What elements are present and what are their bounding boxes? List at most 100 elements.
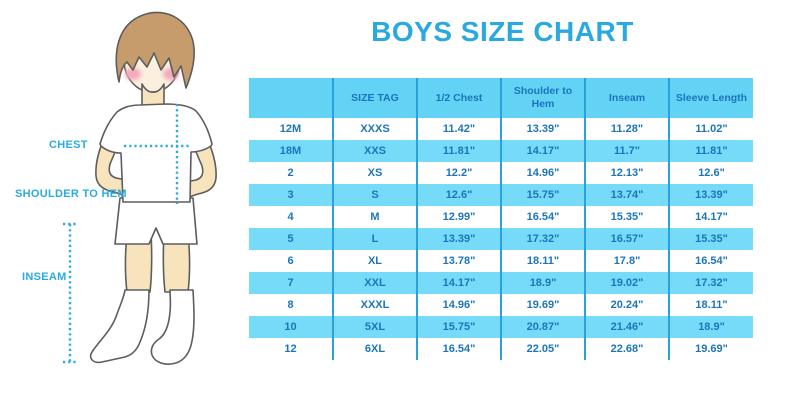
age-cell: 8 (287, 299, 294, 311)
col-header-sleeve-length: Sleeve Length (668, 78, 753, 118)
table-row: 6 XL 13.78" 18.11" 17.8" 16.54" (249, 250, 753, 272)
shoulder-hem-cell: 22.05" (500, 338, 585, 360)
page-title: BOYS SIZE CHART (371, 16, 634, 47)
table-row: 12 6XL 16.54" 22.05" 22.68" 19.69" (249, 338, 753, 360)
half-chest-cell: 13.39" (416, 228, 501, 250)
inseam-cell: 22.68" (584, 338, 669, 360)
size-tag-cell: XXXS (332, 118, 417, 140)
shoulder-hem-cell: 18.11" (500, 250, 585, 272)
age-cell: 5 (249, 228, 333, 250)
table-row: 7 XXL 14.17" 18.9" 19.02" 17.32" (249, 272, 753, 294)
sleeve-length-cell: 13.39" (668, 184, 753, 206)
col-header-half-chest: 1/2 Chest (416, 78, 501, 118)
size-tag-cell: 5XL (332, 316, 417, 338)
shoulder-hem-cell: 18.9" (500, 272, 585, 294)
col-header-size-tag: SIZE TAG (332, 78, 417, 118)
sleeve-length-cell: 18.9" (668, 316, 753, 338)
half-chest-cell: 12.6" (416, 184, 501, 206)
size-tag-cell: XL (332, 250, 417, 272)
age-cell: 18M (249, 140, 333, 162)
t-shirt (99, 103, 213, 203)
half-chest-cell: 14.96" (416, 294, 501, 316)
inseam-cell: 11.7" (584, 140, 669, 162)
size-tag-cell: L (332, 228, 417, 250)
inseam-cell: 21.46" (584, 316, 669, 338)
sleeve-length-cell: 15.35" (668, 228, 753, 250)
sleeve-length-cell: 19.69" (668, 338, 753, 360)
size-tag-cell: XXL (332, 272, 417, 294)
table-row: 18M XXS 11.81" 14.17" 11.7" 11.81" (249, 140, 753, 162)
col-header-shoulder-hem: Shoulder to Hem (500, 78, 585, 118)
col-header-age (249, 78, 333, 118)
table-row: 4 M 12.99" 16.54" 15.35" 14.17" (249, 206, 753, 228)
size-tag-cell: XS (332, 162, 417, 184)
inseam-cell: 12.13" (584, 162, 669, 184)
half-chest-cell: 11.42" (416, 118, 501, 140)
left-sock (89, 289, 150, 364)
size-tag-cell: XXS (332, 140, 417, 162)
shoulder-to-hem-label: SHOULDER TO HEM (15, 188, 127, 200)
shoulder-hem-cell: 14.17" (500, 140, 585, 162)
shoulder-hem-cell: 14.96" (500, 162, 585, 184)
boy-illustration (63, 11, 217, 365)
shoulder-hem-cell: 15.75" (500, 184, 585, 206)
inseam-cell: 19.02" (584, 272, 669, 294)
inseam-cell: 11.28" (584, 118, 669, 140)
inseam-label: INSEAM (22, 271, 67, 283)
age-cell: 4 (287, 211, 294, 223)
sleeve-length-cell: 14.17" (668, 206, 753, 228)
inseam-cell: 20.24" (584, 294, 669, 316)
sleeve-length-cell: 17.32" (668, 272, 753, 294)
age-cell: 7 (249, 272, 333, 294)
size-table-body: 12M XXXS 11.42" 13.39" 11.28" 11.02" 18M… (249, 118, 753, 360)
shoulder-hem-cell: 13.39" (500, 118, 585, 140)
size-tag-cell: 6XL (332, 338, 417, 360)
sleeve-length-cell: 11.02" (668, 118, 753, 140)
sleeve-length-cell: 16.54" (668, 250, 753, 272)
header-row: SIZE TAG 1/2 Chest Shoulder to Hem Insea… (249, 78, 753, 118)
sleeve-length-cell: 12.6" (668, 162, 753, 184)
inseam-cell: 16.57" (584, 228, 669, 250)
age-cell: 12M (279, 123, 302, 135)
half-chest-cell: 15.75" (416, 316, 501, 338)
inseam-cell: 13.74" (584, 184, 669, 206)
right-sock (150, 289, 195, 365)
half-chest-cell: 16.54" (416, 338, 501, 360)
shoulder-hem-cell: 16.54" (500, 206, 585, 228)
half-chest-cell: 12.99" (416, 206, 501, 228)
boy-head (115, 11, 195, 109)
chest-label: CHEST (49, 139, 88, 151)
inseam-cell: 15.35" (584, 206, 669, 228)
age-cell: 3 (249, 184, 333, 206)
age-cell: 12 (284, 343, 297, 355)
table-row: 10 5XL 15.75" 20.87" 21.46" 18.9" (249, 316, 753, 338)
sleeve-length-cell: 11.81" (668, 140, 753, 162)
shoulder-hem-cell: 20.87" (500, 316, 585, 338)
age-cell: 6 (287, 255, 294, 267)
blush-left (125, 68, 141, 80)
col-header-inseam: Inseam (584, 78, 669, 118)
sleeve-length-cell: 18.11" (668, 294, 753, 316)
half-chest-cell: 14.17" (416, 272, 501, 294)
half-chest-cell: 13.78" (416, 250, 501, 272)
table-row: 12M XXXS 11.42" 13.39" 11.28" 11.02" (249, 118, 753, 140)
table-row: 8 XXXL 14.96" 19.69" 20.24" 18.11" (249, 294, 753, 316)
age-cell: 2 (287, 167, 294, 179)
age-cell: 10 (249, 316, 333, 338)
size-table: SIZE TAG 1/2 Chest Shoulder to Hem Insea… (249, 78, 753, 360)
hair (115, 11, 195, 89)
table-row: 2 XS 12.2" 14.96" 12.13" 12.6" (249, 162, 753, 184)
half-chest-cell: 11.81" (416, 140, 501, 162)
shoulder-hem-cell: 17.32" (500, 228, 585, 250)
table-row: 5 L 13.39" 17.32" 16.57" 15.35" (249, 228, 753, 250)
size-table-header: SIZE TAG 1/2 Chest Shoulder to Hem Insea… (249, 78, 753, 118)
left-leg (124, 231, 153, 293)
shoulder-hem-cell: 19.69" (500, 294, 585, 316)
half-chest-cell: 12.2" (416, 162, 501, 184)
shorts (114, 197, 198, 245)
size-tag-cell: XXXL (332, 294, 417, 316)
table-row: 3 S 12.6" 15.75" 13.74" 13.39" (249, 184, 753, 206)
size-tag-cell: M (332, 206, 417, 228)
size-tag-cell: S (332, 184, 417, 206)
